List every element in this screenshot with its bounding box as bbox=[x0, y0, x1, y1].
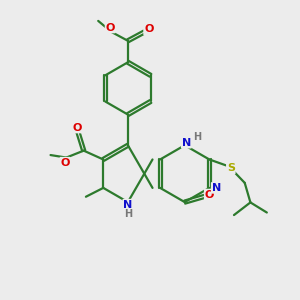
Text: S: S bbox=[227, 163, 235, 173]
Text: O: O bbox=[72, 123, 81, 133]
Text: H: H bbox=[124, 209, 132, 219]
Text: N: N bbox=[182, 138, 191, 148]
Text: H: H bbox=[193, 132, 201, 142]
Text: O: O bbox=[144, 24, 153, 34]
Text: N: N bbox=[212, 183, 221, 193]
Text: O: O bbox=[60, 158, 70, 168]
Text: N: N bbox=[123, 200, 133, 210]
Text: O: O bbox=[106, 22, 115, 32]
Text: O: O bbox=[205, 190, 214, 200]
